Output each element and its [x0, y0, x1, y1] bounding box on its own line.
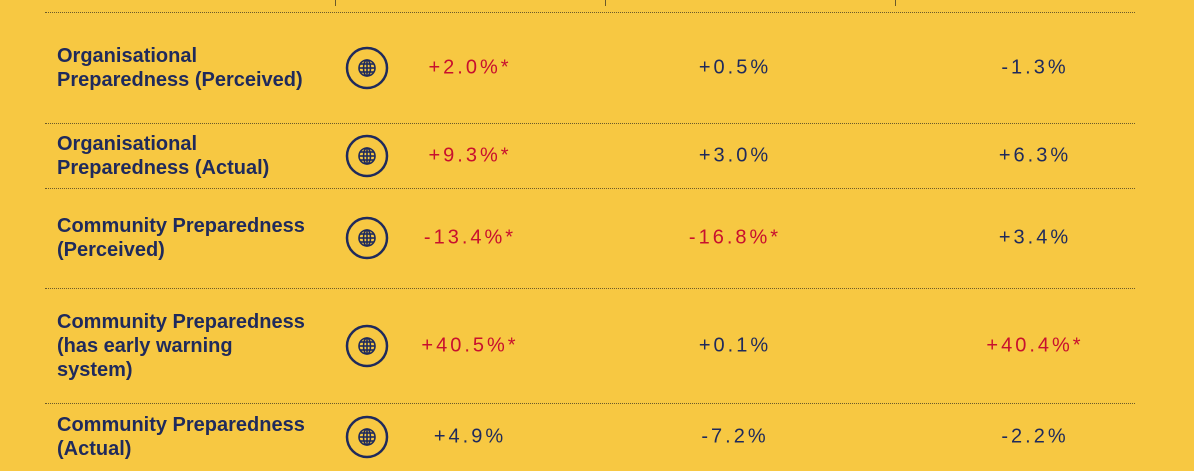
value-cell: +40.5%* [421, 334, 519, 356]
value-cell: +40.4%* [986, 334, 1084, 356]
value-cell: +3.0% [698, 144, 772, 166]
column-tick [335, 0, 336, 6]
value-cell: +4.9% [433, 425, 507, 448]
globe-icon [345, 216, 389, 260]
table: Organisational Preparedness (Perceived) … [45, 12, 1135, 460]
value-cell: +2.0%* [428, 56, 512, 79]
value-cell: +9.3%* [428, 144, 512, 166]
globe-icon [345, 46, 389, 90]
value-cell: +0.1% [698, 334, 772, 356]
value-cell: -1.3% [1001, 56, 1069, 79]
table-row: Community Preparedness (Perceived) -13.4… [45, 188, 1135, 289]
row-label: Community Preparedness (Actual) [57, 414, 305, 460]
globe-icon [345, 134, 389, 177]
table-row: Organisational Preparedness (Perceived) … [45, 13, 1135, 124]
table-row: Community Preparedness (has early warnin… [45, 288, 1135, 404]
table-row: Organisational Preparedness (Actual) +9.… [45, 123, 1135, 189]
column-tick [605, 0, 606, 6]
globe-icon [345, 415, 389, 459]
globe-icon [345, 324, 389, 367]
value-cell: -13.4%* [423, 226, 517, 249]
row-label: Community Preparedness (has early warnin… [57, 310, 305, 381]
row-label: Community Preparedness (Perceived) [57, 215, 305, 261]
row-label: Organisational Preparedness (Perceived) [57, 45, 303, 91]
table-row: Community Preparedness (Actual) +4.9% -7.… [45, 403, 1135, 471]
column-tick [895, 0, 896, 6]
row-label: Organisational Preparedness (Actual) [57, 132, 270, 179]
value-cell: -16.8%* [688, 226, 782, 249]
value-cell: -2.2% [1001, 425, 1069, 448]
value-cell: +3.4% [998, 226, 1072, 249]
value-cell: +6.3% [998, 144, 1072, 166]
value-cell: -7.2% [701, 425, 769, 448]
value-cell: +0.5% [698, 56, 772, 79]
